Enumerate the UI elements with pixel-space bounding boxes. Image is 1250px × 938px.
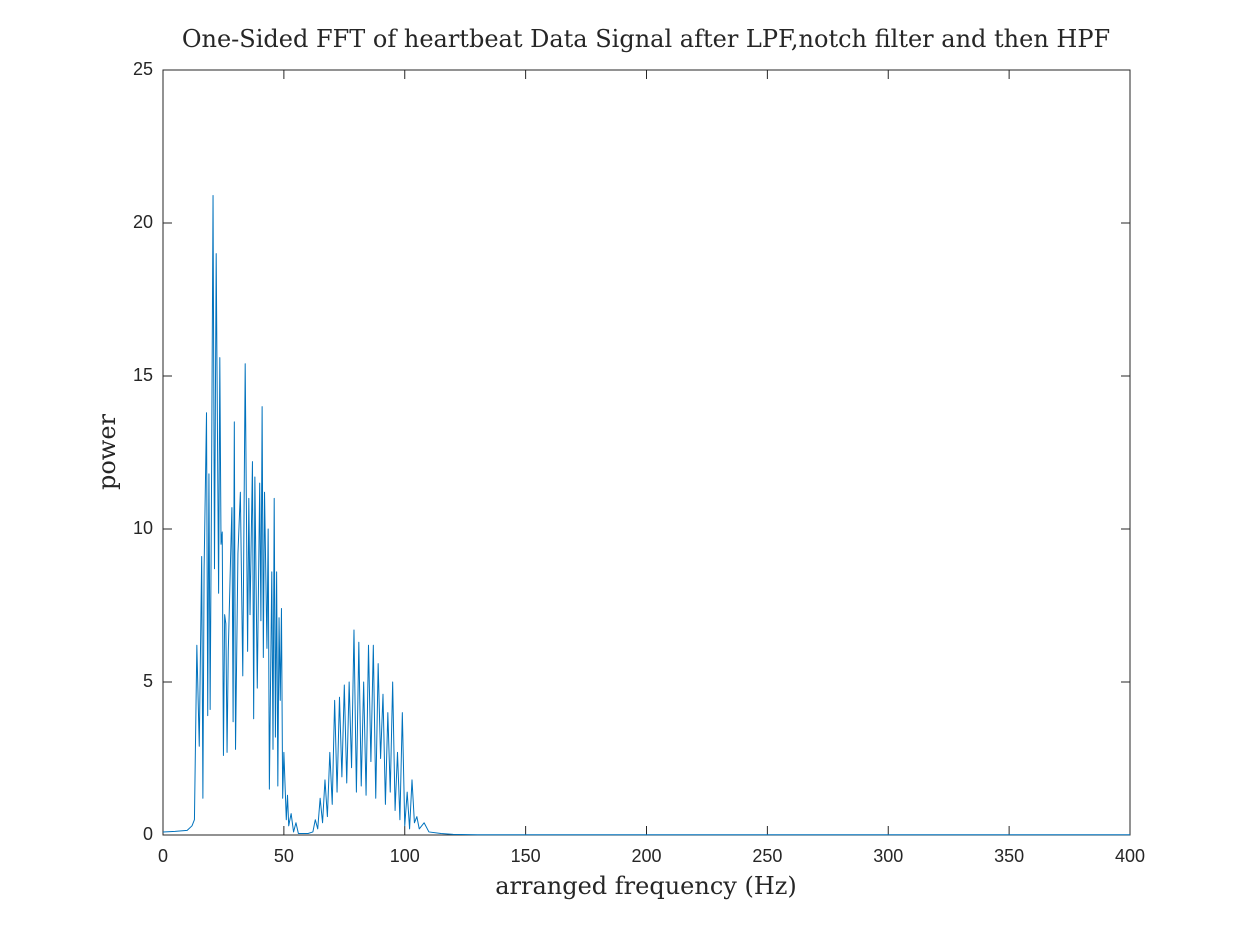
y-tick-label: 20 (133, 212, 153, 232)
x-tick-label: 350 (994, 846, 1024, 866)
x-tick-label: 50 (274, 846, 294, 866)
y-tick-label: 10 (133, 518, 153, 538)
y-tick-label: 25 (133, 59, 153, 79)
x-tick-label: 150 (511, 846, 541, 866)
y-axis-label: power (93, 413, 121, 490)
y-tick-label: 0 (143, 824, 153, 844)
y-tick-label: 5 (143, 671, 153, 691)
data-line (162, 194, 1130, 836)
chart-title: One-Sided FFT of heartbeat Data Signal a… (182, 25, 1110, 53)
x-tick-label: 0 (158, 846, 168, 866)
y-tick-label: 15 (133, 365, 153, 385)
x-tick-label: 200 (631, 846, 661, 866)
x-tick-label: 250 (752, 846, 782, 866)
x-tick-label: 400 (1115, 846, 1145, 866)
x-tick-label: 100 (390, 846, 420, 866)
x-axis-label: arranged frequency (Hz) (495, 872, 797, 900)
x-tick-label: 300 (873, 846, 903, 866)
